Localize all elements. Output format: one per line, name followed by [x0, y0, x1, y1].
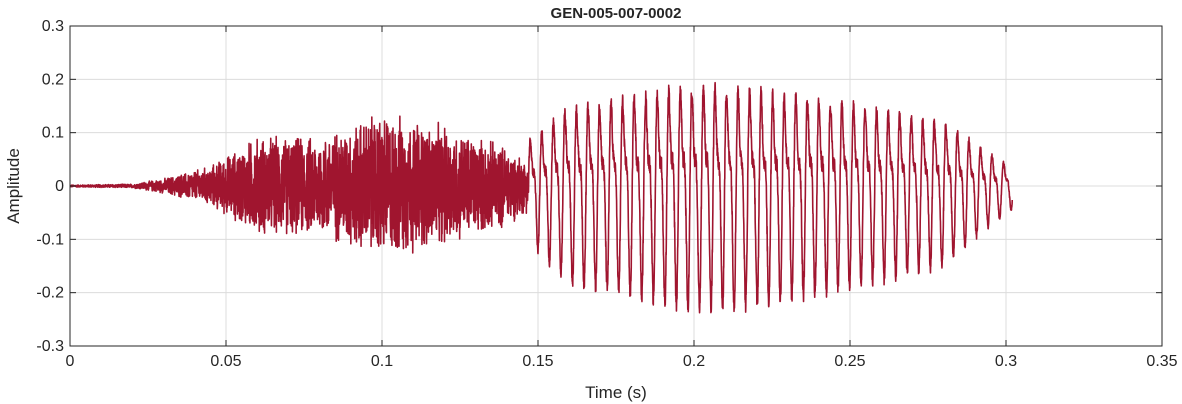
x-tick-label: 0.05: [210, 353, 241, 370]
y-axis-label: Amplitude: [4, 148, 23, 224]
y-tick-label: 0.3: [42, 18, 64, 35]
series-layer: [69, 81, 1014, 314]
y-tick-label: -0.2: [36, 285, 64, 302]
y-tick-label: -0.1: [36, 231, 64, 248]
x-tick-label: 0.1: [371, 353, 393, 370]
y-tick-label: 0.1: [42, 125, 64, 142]
x-tick-label: 0.2: [683, 353, 705, 370]
x-tick-label: 0.25: [834, 353, 865, 370]
x-tick-label: 0: [66, 353, 75, 370]
x-tick-label: 0.15: [522, 353, 553, 370]
y-tick-label: -0.3: [36, 338, 64, 355]
y-tick-label: 0: [55, 178, 64, 195]
x-tick-labels: 0 0.05 0.1 0.15 0.2 0.25 0.3 0.35: [66, 353, 1178, 370]
y-tick-labels: -0.3 -0.2 -0.1 0 0.1 0.2 0.3: [36, 18, 64, 355]
y-tick-label: 0.2: [42, 71, 64, 88]
x-tick-label: 0.3: [995, 353, 1017, 370]
chart-title: GEN-005-007-0002: [551, 5, 682, 22]
tick-marks: [69, 25, 1163, 347]
x-axis-label: Time (s): [585, 383, 647, 402]
series-line: [69, 81, 1014, 314]
x-tick-label: 0.35: [1146, 353, 1177, 370]
